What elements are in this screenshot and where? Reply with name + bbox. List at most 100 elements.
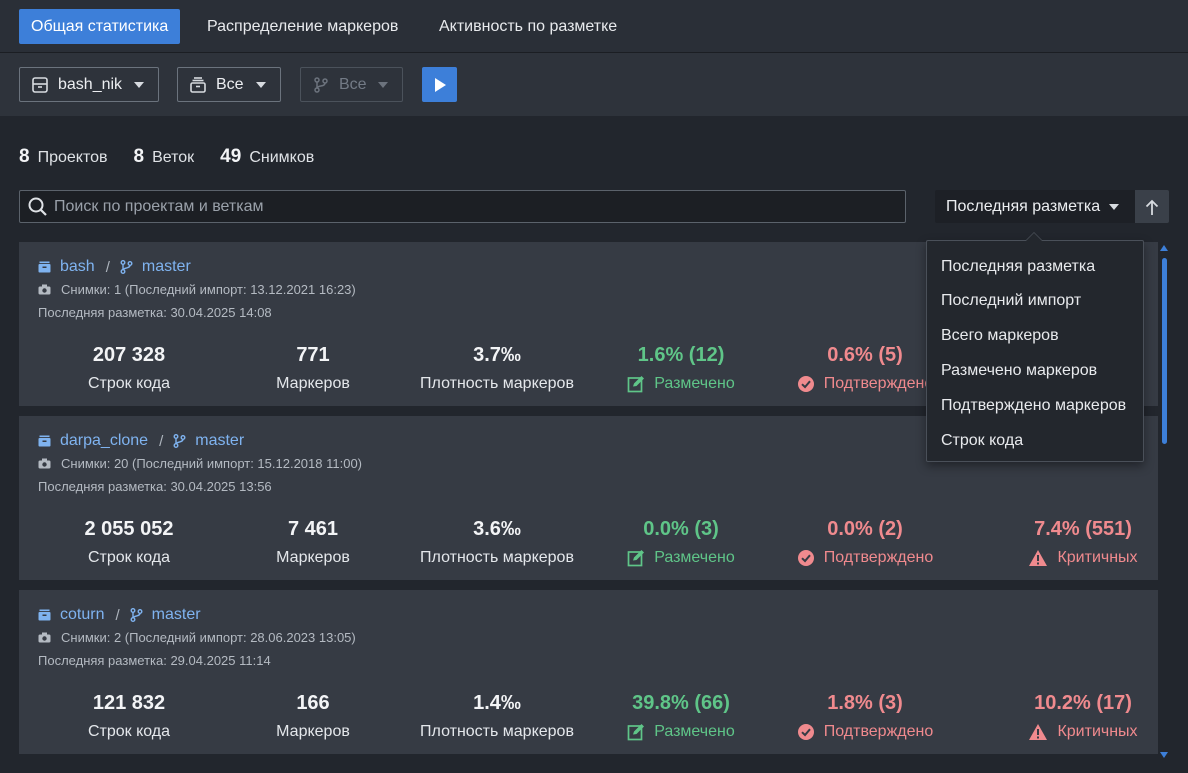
metric-value: 3.7‰: [473, 344, 521, 366]
metric-label-row: Строк кода: [29, 722, 229, 742]
metric-label-row: Маркеров: [213, 722, 413, 742]
metric-value: 121 832: [92, 692, 166, 714]
metric-label: Размечено: [654, 723, 735, 740]
chevron-down-icon: [134, 82, 144, 88]
camera-icon: [38, 632, 51, 643]
metric-value: 771: [296, 344, 330, 366]
run-button[interactable]: [422, 67, 457, 102]
metric-label: Маркеров: [276, 375, 350, 392]
sort-option-marked-markers[interactable]: Размечено маркеров: [941, 362, 1098, 379]
metric-value: 207 328: [92, 344, 166, 366]
metric-label: Маркеров: [276, 723, 350, 740]
sort-option-code-lines[interactable]: Строк кода: [941, 432, 1024, 449]
metric-label-row: Маркеров: [213, 548, 413, 568]
sort-option-confirmed-markers[interactable]: Подтверждено маркеров: [941, 397, 1127, 414]
check-circle-icon: [797, 723, 815, 741]
metric-label: Критичных: [1057, 723, 1138, 740]
branch-select[interactable]: Все: [300, 67, 403, 102]
snapshot-select[interactable]: Все: [177, 67, 281, 102]
path-separator: /: [115, 606, 120, 624]
tab-general-statistics[interactable]: Общая статистика: [19, 9, 181, 44]
metric-label-row: Строк кода: [29, 548, 229, 568]
metric-label: Плотность маркеров: [420, 375, 574, 392]
edit-square-icon: [627, 549, 645, 567]
metric-label: Строк кода: [87, 723, 171, 740]
markers-metric: 771 Маркеров: [213, 342, 413, 394]
metric-value: 166: [296, 692, 330, 714]
card-title: bash / master: [38, 258, 191, 276]
metric-value: 7.4% (551): [1034, 518, 1132, 540]
arrow-up-icon: [1145, 199, 1159, 215]
branch-link[interactable]: master: [195, 432, 245, 449]
snapshots-text: Снимки: 2 (Последний импорт: 28.06.2023 …: [61, 630, 356, 645]
filter-toolbar: bash_nik Все Все: [0, 53, 1188, 116]
project-link[interactable]: darpa_clone: [60, 432, 149, 449]
metric-label: Подтверждено: [823, 549, 934, 566]
edit-square-icon: [627, 723, 645, 741]
search-icon: [28, 197, 47, 216]
project-select[interactable]: bash_nik: [19, 67, 159, 102]
metric-label-row: Размечено: [581, 548, 781, 568]
metric-value: 0.0% (3): [643, 518, 719, 540]
metric-label-row: Подтверждено: [765, 548, 965, 568]
sort-select[interactable]: Последняя разметка: [935, 190, 1135, 223]
metric-label: Плотность маркеров: [420, 549, 574, 566]
scroll-up-icon[interactable]: [1160, 245, 1168, 251]
project-list-scrollbar[interactable]: [1160, 242, 1169, 762]
camera-icon: [38, 458, 51, 469]
metric-value: 1.4‰: [473, 692, 521, 714]
snapshots-text: Снимки: 1 (Последний импорт: 13.12.2021 …: [61, 282, 356, 297]
metric-label-row: Плотность маркеров: [397, 548, 597, 568]
chevron-down-icon: [256, 82, 266, 88]
scrollbar-thumb[interactable]: [1162, 258, 1167, 444]
sort-option-last-markup[interactable]: Последняя разметка: [941, 258, 1096, 275]
summary-counts: 8 Проектов 8 Веток 49 Снимков: [19, 146, 340, 168]
last-markup-info: Последняя разметка: 29.04.2025 11:14: [38, 653, 271, 668]
card-title: darpa_clone / master: [38, 432, 244, 450]
metric-label: Маркеров: [276, 549, 350, 566]
metric-label: Плотность маркеров: [420, 723, 574, 740]
project-card: darpa_clone / master Снимки: 20 (Последний …: [19, 416, 1158, 580]
marked-metric: 1.6% (12) Размечено: [581, 342, 781, 394]
code-lines-metric: 121 832 Строк кода: [29, 690, 229, 742]
project-link[interactable]: coturn: [60, 606, 105, 623]
branch-link[interactable]: master: [141, 258, 191, 275]
chevron-down-icon: [1109, 204, 1119, 210]
metric-value: 10.2% (17): [1034, 692, 1132, 714]
warning-triangle-icon: [1028, 549, 1048, 567]
branch-link[interactable]: master: [151, 606, 201, 623]
metric-label-row: Размечено: [581, 722, 781, 742]
critical-metric: 7.4% (551) Критичных: [983, 516, 1183, 568]
git-branch-icon: [173, 434, 186, 448]
metric-label: Подтверждено: [823, 375, 934, 392]
edit-square-icon: [627, 375, 645, 393]
scroll-down-icon[interactable]: [1160, 752, 1168, 758]
snapshots-info: Снимки: 1 (Последний импорт: 13.12.2021 …: [38, 282, 356, 297]
metric-value: 2 055 052: [84, 518, 174, 540]
metric-value: 39.8% (66): [632, 692, 730, 714]
sort-direction-button[interactable]: [1135, 190, 1169, 223]
tab-marker-distribution[interactable]: Распределение маркеров: [207, 18, 399, 35]
branches-count: 8: [133, 146, 145, 167]
layers-box-icon: [188, 75, 208, 95]
marked-metric: 39.8% (66) Размечено: [581, 690, 781, 742]
snapshots-info: Снимки: 2 (Последний импорт: 28.06.2023 …: [38, 630, 356, 645]
sort-option-last-import[interactable]: Последний импорт: [941, 292, 1082, 309]
sort-options-menu: Последняя разметка Последний импорт Всег…: [926, 232, 1144, 462]
search-field[interactable]: [19, 190, 906, 223]
tab-markup-activity[interactable]: Активность по разметке: [439, 18, 618, 35]
metric-label-row: Плотность маркеров: [397, 722, 597, 742]
metric-label-row: Строк кода: [29, 374, 229, 394]
metric-label-row: Подтверждено: [765, 374, 965, 394]
metric-label-row: Плотность маркеров: [397, 374, 597, 394]
confirmed-metric: 1.8% (3) Подтверждено: [765, 690, 965, 742]
branch-select-value: Все: [339, 75, 367, 93]
metric-value: 0.6% (5): [827, 344, 903, 366]
search-input[interactable]: [54, 197, 874, 216]
marker-density-metric: 1.4‰ Плотность маркеров: [397, 690, 597, 742]
project-link[interactable]: bash: [60, 258, 95, 275]
archive-box-icon: [38, 609, 51, 621]
metric-label: Подтверждено: [823, 723, 934, 740]
sort-option-total-markers[interactable]: Всего маркеров: [941, 327, 1059, 344]
confirmed-metric: 0.0% (2) Подтверждено: [765, 516, 965, 568]
